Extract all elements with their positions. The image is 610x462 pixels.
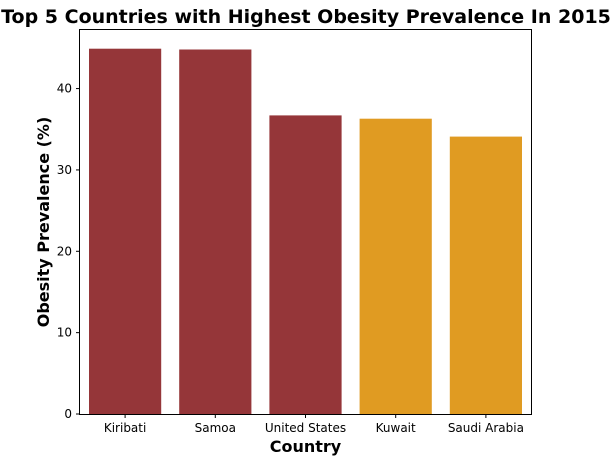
y-axis: 0 10 20 30 40 xyxy=(57,82,80,421)
y-tick-label: 20 xyxy=(57,244,72,258)
y-axis-label: Obesity Prevalence (%) xyxy=(34,117,53,328)
plot-frame xyxy=(79,29,532,415)
x-axis-label: Country xyxy=(270,437,342,456)
bar-kiribati xyxy=(89,48,162,414)
x-tick-label: Saudi Arabia xyxy=(448,421,524,435)
x-tick-label: United States xyxy=(265,421,346,435)
x-tick-label: Kuwait xyxy=(376,421,416,435)
y-tick-label: 30 xyxy=(57,163,72,177)
x-tick-label: Samoa xyxy=(195,421,236,435)
y-tick-label: 40 xyxy=(57,82,72,96)
chart-title: Top 5 Countries with Highest Obesity Pre… xyxy=(1,6,610,28)
y-tick-label: 0 xyxy=(64,407,72,421)
bar-united-states xyxy=(269,115,342,415)
bars-group xyxy=(89,48,522,415)
bar-saudi-arabia xyxy=(449,136,522,414)
x-axis: Kiribati Samoa United States Kuwait Saudi Ar… xyxy=(104,414,524,435)
bar-kuwait xyxy=(359,118,432,414)
y-tick-label: 10 xyxy=(57,326,72,340)
x-tick-label: Kiribati xyxy=(104,421,146,435)
bar-samoa xyxy=(179,49,252,414)
